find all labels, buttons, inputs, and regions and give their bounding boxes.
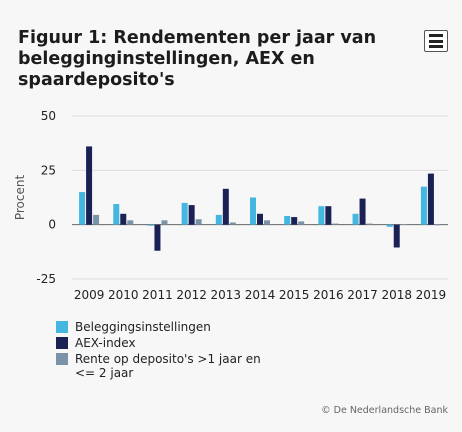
x-tick-label: 2013 [211, 288, 242, 302]
y-axis-label: Procent [13, 175, 27, 221]
x-tick-label: 2014 [245, 288, 276, 302]
bar [195, 219, 202, 225]
legend-item-rente-deposito[interactable]: Rente op deposito's >1 jaar en <= 2 jaar [56, 352, 276, 380]
bar [93, 214, 100, 225]
bar [113, 204, 120, 225]
legend-label: Beleggingsinstellingen [75, 320, 211, 334]
bar [393, 224, 400, 248]
bar [181, 202, 188, 225]
legend: Beleggingsinstellingen AEX-index Rente o… [56, 320, 276, 382]
bar [264, 220, 270, 225]
x-tick-label: 2016 [313, 288, 344, 302]
bar [222, 188, 229, 225]
x-tick-label: 2015 [279, 288, 310, 302]
credit-text[interactable]: © De Nederlandsche Bank [321, 405, 448, 416]
bar [325, 206, 332, 225]
legend-label: Rente op deposito's >1 jaar en <= 2 jaar [75, 352, 261, 380]
x-tick-label: 2017 [347, 288, 378, 302]
bar [127, 220, 134, 225]
bar [386, 224, 393, 227]
x-tick-label: 2010 [108, 288, 139, 302]
bar [318, 206, 325, 225]
x-tick-label: 2009 [74, 288, 105, 302]
bar [250, 197, 256, 225]
bars [79, 146, 441, 251]
bar [161, 220, 168, 225]
chart-title-line-1: Figuur 1: Rendementen per jaar van [18, 28, 377, 48]
menu-bar [429, 39, 443, 43]
chart-title-line-2: belegginginstellingen, AEX en [18, 49, 315, 69]
bar [359, 198, 366, 225]
bar [188, 205, 195, 225]
bar [366, 223, 373, 225]
bar [147, 224, 154, 226]
bar [352, 213, 359, 225]
bar [154, 224, 161, 251]
bar [332, 223, 339, 225]
menu-bar [429, 34, 443, 37]
hamburger-menu-icon[interactable] [424, 30, 448, 52]
legend-label: AEX-index [75, 336, 136, 350]
y-axis-ticks: -25 0 25 50 [36, 109, 56, 286]
bar [284, 215, 291, 225]
legend-item-aex-index[interactable]: AEX-index [56, 336, 276, 350]
y-tick-label: -25 [36, 272, 56, 286]
bar [291, 217, 298, 225]
x-tick-label: 2018 [381, 288, 412, 302]
y-tick-label: 25 [41, 163, 56, 177]
y-tick-label: 0 [48, 218, 56, 232]
x-tick-label: 2019 [416, 288, 447, 302]
legend-swatch [56, 321, 68, 333]
bar [120, 213, 127, 225]
menu-bar [429, 45, 443, 48]
bar [79, 192, 86, 225]
legend-swatch [56, 353, 68, 365]
x-axis-ticks: 2009 2010 2011 2012 2013 2014 2015 2016 2017 2018… [74, 288, 446, 302]
bar [229, 222, 236, 225]
y-tick-label: 50 [41, 109, 56, 123]
bar [427, 173, 434, 225]
bar [434, 224, 441, 226]
chart-title-line-3: spaardeposito's [18, 70, 175, 90]
legend-swatch [56, 337, 68, 349]
x-tick-label: 2011 [142, 288, 173, 302]
grid-lines [72, 115, 448, 280]
bar [298, 221, 305, 225]
chart-title: Figuur 1: Rendementen per jaar van beleg… [18, 28, 408, 91]
bar [215, 214, 222, 225]
x-tick-label: 2012 [176, 288, 207, 302]
bar [400, 224, 407, 226]
bar [420, 186, 427, 225]
bar [257, 213, 263, 225]
legend-item-beleggingsinstellingen[interactable]: Beleggingsinstellingen [56, 320, 276, 334]
bar [86, 146, 93, 225]
